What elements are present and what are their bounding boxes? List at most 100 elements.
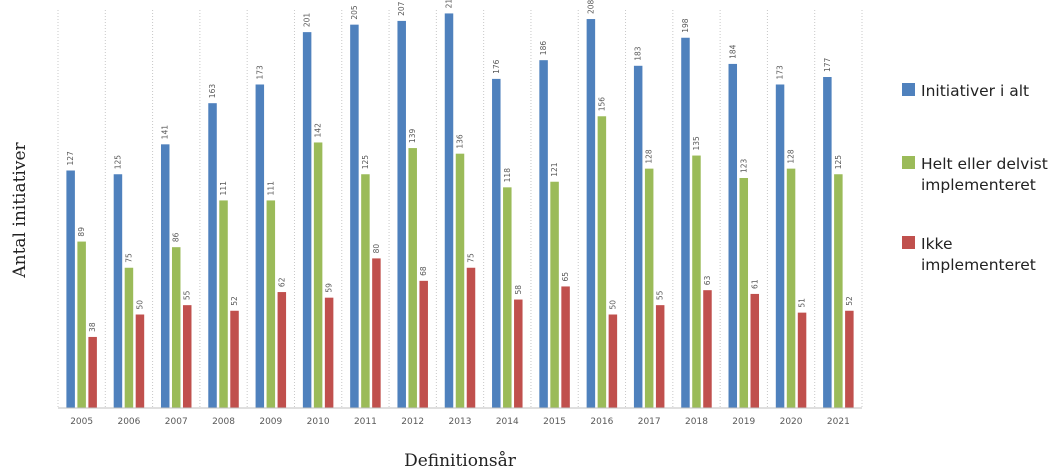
data-label: 139 bbox=[408, 129, 417, 144]
data-label: 141 bbox=[161, 125, 170, 140]
bar bbox=[597, 116, 607, 408]
bar bbox=[455, 153, 465, 408]
bar bbox=[561, 286, 570, 408]
x-tick-label: 2009 bbox=[259, 417, 282, 427]
data-label: 80 bbox=[372, 244, 381, 254]
data-label: 128 bbox=[645, 149, 654, 164]
bar bbox=[113, 174, 123, 408]
data-label: 89 bbox=[77, 227, 86, 237]
bar bbox=[823, 77, 832, 408]
bar bbox=[408, 148, 417, 408]
data-label: 121 bbox=[550, 162, 559, 177]
data-label: 52 bbox=[230, 296, 239, 306]
bar bbox=[703, 290, 712, 408]
data-label: 55 bbox=[183, 290, 192, 300]
x-tick-label: 2005 bbox=[70, 417, 93, 427]
bar bbox=[397, 20, 406, 408]
data-label: 208 bbox=[586, 0, 595, 14]
bar bbox=[466, 267, 476, 408]
data-label: 65 bbox=[561, 272, 570, 282]
bar bbox=[66, 170, 75, 408]
legend-swatch bbox=[902, 83, 915, 96]
bar bbox=[845, 310, 854, 408]
bar bbox=[586, 19, 596, 408]
x-axis-title: Definitionsår bbox=[404, 451, 517, 468]
data-label: 163 bbox=[208, 84, 217, 99]
data-label: 136 bbox=[456, 134, 465, 149]
bar bbox=[313, 142, 323, 408]
legend-label: implementeret bbox=[921, 176, 1036, 194]
data-label: 186 bbox=[539, 41, 548, 56]
x-tick-label: 2014 bbox=[496, 417, 519, 427]
bar bbox=[514, 299, 523, 408]
data-label: 135 bbox=[692, 136, 701, 151]
data-label: 205 bbox=[350, 5, 359, 20]
legend-label: implementeret bbox=[921, 256, 1036, 274]
x-tick-label: 2016 bbox=[590, 417, 613, 427]
data-label: 61 bbox=[750, 279, 759, 289]
bar bbox=[834, 174, 843, 408]
bar bbox=[681, 37, 690, 409]
data-label: 51 bbox=[798, 298, 807, 308]
bar bbox=[277, 292, 287, 408]
bar bbox=[350, 24, 359, 409]
data-label: 142 bbox=[314, 123, 323, 138]
data-label: 68 bbox=[419, 266, 428, 276]
legend-swatch bbox=[902, 156, 915, 169]
x-tick-label: 2017 bbox=[638, 417, 661, 427]
bar bbox=[302, 32, 312, 408]
bar bbox=[786, 168, 796, 408]
bar bbox=[539, 60, 548, 409]
data-label: 128 bbox=[787, 149, 796, 164]
legend-label: Initiativer i alt bbox=[921, 82, 1029, 100]
x-tick-label: 2012 bbox=[401, 417, 424, 427]
x-tick-label: 2010 bbox=[307, 417, 330, 427]
data-label: 173 bbox=[255, 65, 264, 80]
data-labels: 127 89 38 125 75 50 141 86 55 163 111 52 173 111 62 201… bbox=[66, 0, 854, 332]
x-tick-label: 2015 bbox=[543, 417, 566, 427]
data-label: 176 bbox=[492, 59, 501, 74]
data-label: 207 bbox=[397, 1, 406, 16]
bar bbox=[255, 84, 265, 409]
data-label: 125 bbox=[113, 155, 122, 170]
data-label: 125 bbox=[361, 155, 370, 170]
x-tick-label: 2019 bbox=[732, 417, 755, 427]
bar bbox=[266, 200, 276, 408]
bar bbox=[775, 84, 785, 409]
bar bbox=[419, 280, 428, 408]
bar bbox=[324, 297, 334, 408]
bar bbox=[372, 258, 381, 408]
bar bbox=[230, 310, 239, 408]
data-label: 52 bbox=[845, 296, 854, 306]
data-label: 55 bbox=[656, 290, 665, 300]
data-label: 125 bbox=[834, 155, 843, 170]
grid bbox=[57, 10, 863, 408]
bar bbox=[692, 155, 701, 408]
data-label: 50 bbox=[608, 300, 617, 310]
y-axis-title: Antal initiativer bbox=[10, 141, 30, 278]
data-label: 118 bbox=[503, 168, 512, 183]
data-label: 111 bbox=[266, 181, 275, 196]
bar bbox=[550, 181, 559, 408]
bar bbox=[655, 305, 665, 408]
x-tick-label: 2008 bbox=[212, 417, 235, 427]
data-label: 156 bbox=[597, 97, 606, 112]
bar bbox=[361, 174, 370, 408]
bar bbox=[444, 13, 454, 409]
x-tick-label: 2021 bbox=[827, 417, 850, 427]
bar bbox=[77, 241, 86, 408]
data-label: 127 bbox=[66, 151, 75, 166]
x-tick-label: 2007 bbox=[165, 417, 188, 427]
bar bbox=[219, 200, 228, 408]
data-label: 184 bbox=[728, 44, 737, 59]
bar bbox=[644, 168, 654, 408]
data-label: 211 bbox=[445, 0, 454, 8]
data-label: 38 bbox=[88, 322, 97, 332]
bars bbox=[66, 13, 854, 409]
legend-swatch bbox=[902, 236, 915, 249]
bar bbox=[728, 63, 738, 409]
x-tick-labels: 2005 2006 2007 2008 2009 2010 2011 2012 2013 2014… bbox=[70, 417, 850, 427]
data-label: 62 bbox=[277, 277, 286, 287]
data-label: 177 bbox=[823, 57, 832, 72]
legend-label: Helt eller delvist bbox=[921, 155, 1048, 173]
